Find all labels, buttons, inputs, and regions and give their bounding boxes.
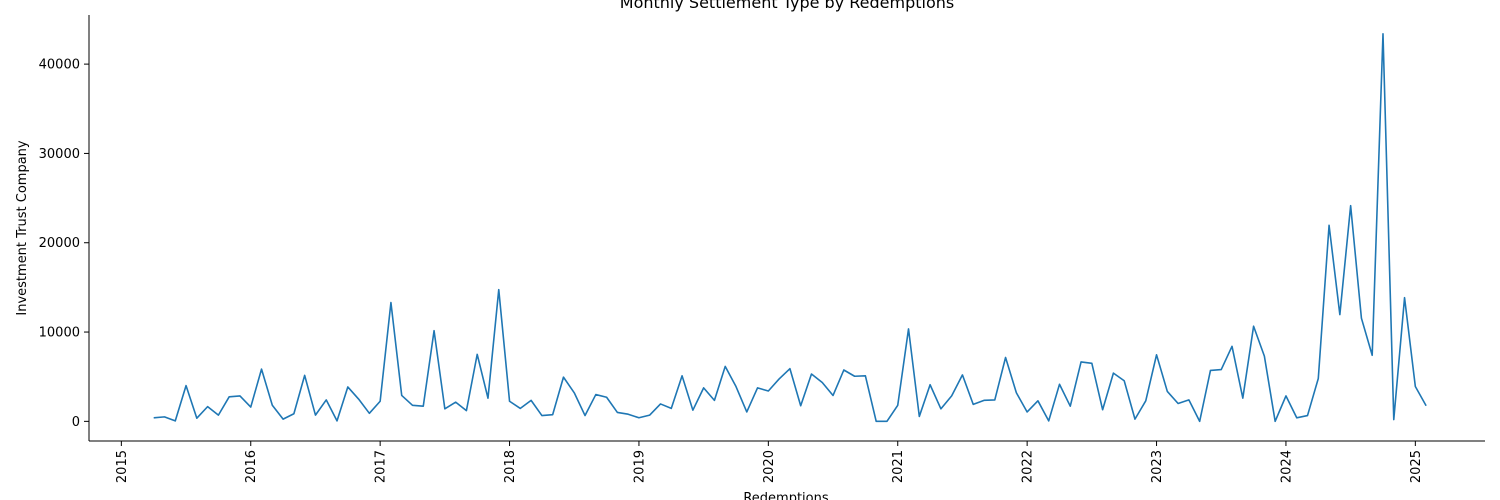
y-tick-label: 30000	[39, 147, 80, 162]
y-tick-label: 20000	[39, 236, 80, 251]
x-axis: 2015 2016 2017 2018 2019 2020 2021 2022 2023 2024…	[115, 441, 1424, 483]
x-tick-label: 2023	[1150, 450, 1165, 483]
x-tick-label: 2019	[632, 450, 647, 483]
x-tick-label: 2017	[374, 450, 389, 483]
x-axis-label: Redemptions	[743, 491, 829, 500]
x-tick-label: 2015	[115, 450, 130, 483]
x-tick-label: 2025	[1409, 450, 1424, 483]
y-tick-label: 40000	[39, 58, 80, 73]
x-tick-label: 2016	[244, 450, 259, 483]
y-axis: 0 10000 20000 30000 40000	[39, 58, 89, 430]
chart-title: Monthly Settlement Type by Redemptions	[620, 0, 954, 12]
y-tick-label: 0	[72, 415, 80, 430]
y-axis-label: Investment Trust Company	[15, 140, 30, 316]
x-tick-label: 2018	[503, 450, 518, 483]
x-tick-label: 2022	[1021, 450, 1036, 483]
series-line	[153, 32, 1427, 423]
x-tick-label: 2024	[1279, 450, 1294, 483]
y-tick-label: 10000	[39, 326, 80, 341]
x-tick-label: 2021	[891, 450, 906, 483]
x-tick-label: 2020	[762, 450, 777, 483]
